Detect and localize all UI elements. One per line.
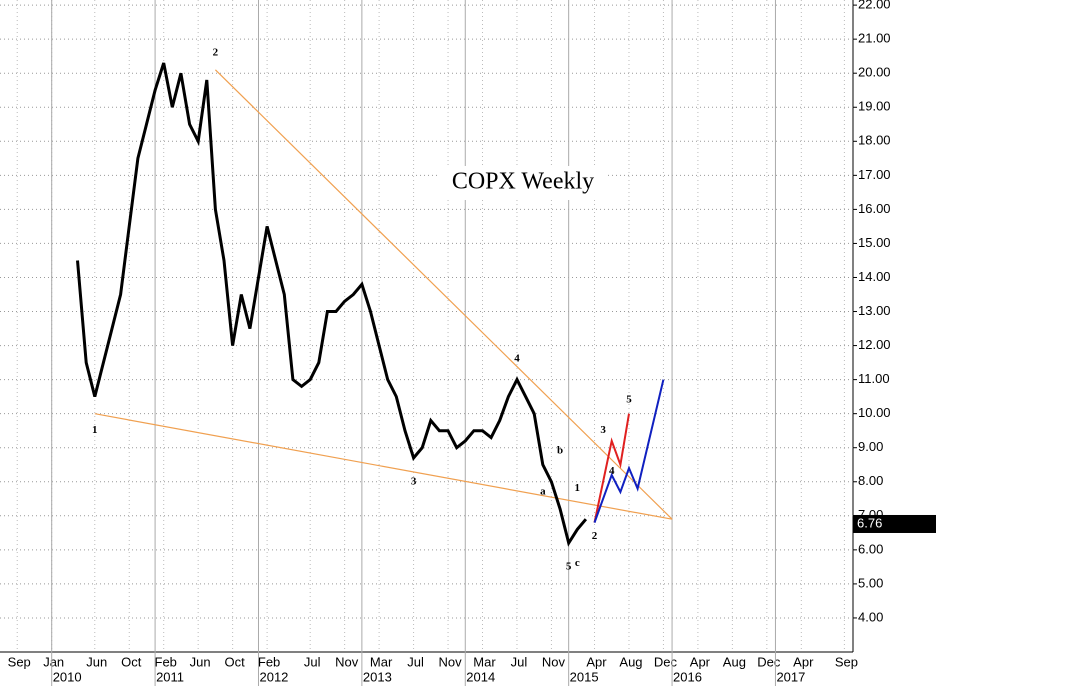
y-tick-label: 10.00 (858, 405, 891, 420)
x-tick-label: Mar (473, 654, 496, 669)
x-tick-label: Nov (438, 654, 462, 669)
trend-line (214, 69, 673, 520)
chart-title: COPX Weekly (452, 169, 594, 195)
y-tick-label: 21.00 (858, 31, 891, 46)
year-label: 2011 (156, 669, 184, 684)
year-label: 2013 (363, 669, 392, 684)
x-tick-label: Feb (258, 654, 280, 669)
last-price-label: 6.76 (857, 515, 882, 530)
x-tick-label: Dec (757, 654, 781, 669)
y-tick-label: 20.00 (858, 65, 891, 80)
wave-label: 4 (609, 465, 615, 477)
wave-label: c (575, 557, 580, 569)
y-tick-label: 8.00 (858, 473, 883, 488)
title-background (438, 166, 608, 200)
x-tick-label: Sep (8, 654, 31, 669)
x-tick-label: Apr (793, 654, 814, 669)
x-tick-label: Jul (511, 654, 528, 669)
x-tick-label: Apr (690, 654, 711, 669)
y-tick-label: 9.00 (858, 439, 883, 454)
x-tick-label: Aug (619, 654, 642, 669)
x-tick-label: Jun (190, 654, 211, 669)
y-tick-label: 5.00 (858, 575, 883, 590)
wave-label: b (557, 445, 563, 457)
wave-label: 2 (592, 530, 598, 542)
y-tick-label: 22.00 (858, 0, 891, 12)
wave-label: 5 (626, 394, 632, 406)
x-tick-label: Dec (654, 654, 678, 669)
wave-label: 1 (575, 482, 581, 494)
y-tick-label: 14.00 (858, 269, 891, 284)
y-tick-label: 17.00 (858, 167, 891, 182)
y-tick-label: 13.00 (858, 303, 891, 318)
y-tick-label: 19.00 (858, 99, 891, 114)
y-tick-label: 12.00 (858, 337, 891, 352)
x-tick-label: Feb (155, 654, 177, 669)
x-tick-label: Jul (304, 654, 321, 669)
x-tick-label: Aug (723, 654, 746, 669)
trend-line (94, 413, 673, 520)
y-tick-label: 6.00 (858, 541, 883, 556)
year-label: 2017 (776, 669, 805, 684)
x-tick-label: Nov (542, 654, 566, 669)
y-tick-label: 11.00 (858, 371, 890, 386)
y-tick-label: 15.00 (858, 235, 891, 250)
trend-line (593, 413, 630, 523)
x-tick-label: Oct (121, 654, 142, 669)
x-tick-label: Sep (835, 654, 858, 669)
wave-label: a (540, 486, 546, 498)
wave-label: 5 (566, 560, 572, 572)
y-tick-label: 18.00 (858, 133, 891, 148)
x-tick-label: Jul (407, 654, 424, 669)
year-label: 2016 (673, 669, 702, 684)
x-tick-label: Nov (335, 654, 359, 669)
x-tick-label: Jan (43, 654, 64, 669)
wave-label: 3 (600, 424, 606, 436)
year-label: 2012 (259, 669, 288, 684)
price-line (76, 62, 588, 547)
y-tick-label: 4.00 (858, 609, 883, 624)
x-tick-label: Oct (225, 654, 246, 669)
year-label: 2014 (466, 669, 495, 684)
x-tick-label: Apr (586, 654, 607, 669)
wave-label: 2 (213, 46, 219, 58)
y-tick-label: 16.00 (858, 201, 891, 216)
last-price-box (853, 514, 936, 533)
year-label: 2015 (570, 669, 599, 684)
trend-line (593, 379, 665, 523)
x-tick-label: Jun (86, 654, 107, 669)
wave-label: 1 (92, 424, 98, 436)
year-label: 2010 (53, 669, 82, 684)
wave-label: 4 (514, 353, 520, 365)
wave-label: 3 (411, 475, 417, 487)
x-tick-label: Mar (370, 654, 393, 669)
